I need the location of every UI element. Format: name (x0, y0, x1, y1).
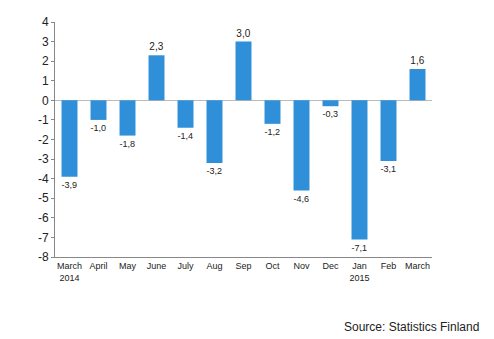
svg-text:-0,3: -0,3 (323, 109, 339, 119)
svg-text:May: May (119, 261, 137, 271)
svg-text:Source: Statistics Finland: Source: Statistics Finland (344, 320, 479, 334)
svg-text:-8: -8 (38, 250, 49, 264)
svg-text:-1,0: -1,0 (91, 123, 107, 133)
svg-text:-6: -6 (38, 211, 49, 225)
svg-text:Dec: Dec (322, 261, 339, 271)
svg-text:Aug: Aug (206, 261, 222, 271)
svg-text:Sep: Sep (235, 261, 251, 271)
svg-text:-3,1: -3,1 (381, 164, 397, 174)
svg-text:-5: -5 (38, 191, 49, 205)
svg-text:Nov: Nov (293, 261, 310, 271)
svg-text:-1,2: -1,2 (265, 127, 281, 137)
svg-text:-7: -7 (38, 231, 49, 245)
svg-text:0: 0 (42, 94, 49, 108)
svg-text:2,3: 2,3 (149, 41, 163, 52)
svg-text:-4,6: -4,6 (294, 194, 310, 204)
svg-text:Feb: Feb (381, 261, 397, 271)
svg-text:1: 1 (42, 74, 49, 88)
svg-text:June: June (147, 261, 167, 271)
svg-text:-3,2: -3,2 (207, 166, 223, 176)
svg-text:4: 4 (42, 15, 49, 29)
svg-text:-1: -1 (38, 113, 49, 127)
svg-text:April: April (89, 261, 107, 271)
svg-text:-1,4: -1,4 (178, 131, 194, 141)
svg-text:July: July (177, 261, 194, 271)
svg-text:-4: -4 (38, 172, 49, 186)
svg-text:2: 2 (42, 54, 49, 68)
svg-text:Jan2015: Jan2015 (349, 261, 369, 283)
svg-text:-3: -3 (38, 152, 49, 166)
svg-text:3,0: 3,0 (236, 28, 250, 39)
svg-text:3: 3 (42, 35, 49, 49)
svg-text:Oct: Oct (265, 261, 280, 271)
svg-text:-2: -2 (38, 133, 49, 147)
svg-text:March2014: March2014 (57, 261, 82, 283)
svg-text:March: March (405, 261, 430, 271)
svg-text:1,6: 1,6 (410, 55, 424, 66)
svg-text:-3,9: -3,9 (62, 180, 78, 190)
svg-text:-7,1: -7,1 (352, 243, 368, 253)
svg-text:-1,8: -1,8 (120, 139, 136, 149)
